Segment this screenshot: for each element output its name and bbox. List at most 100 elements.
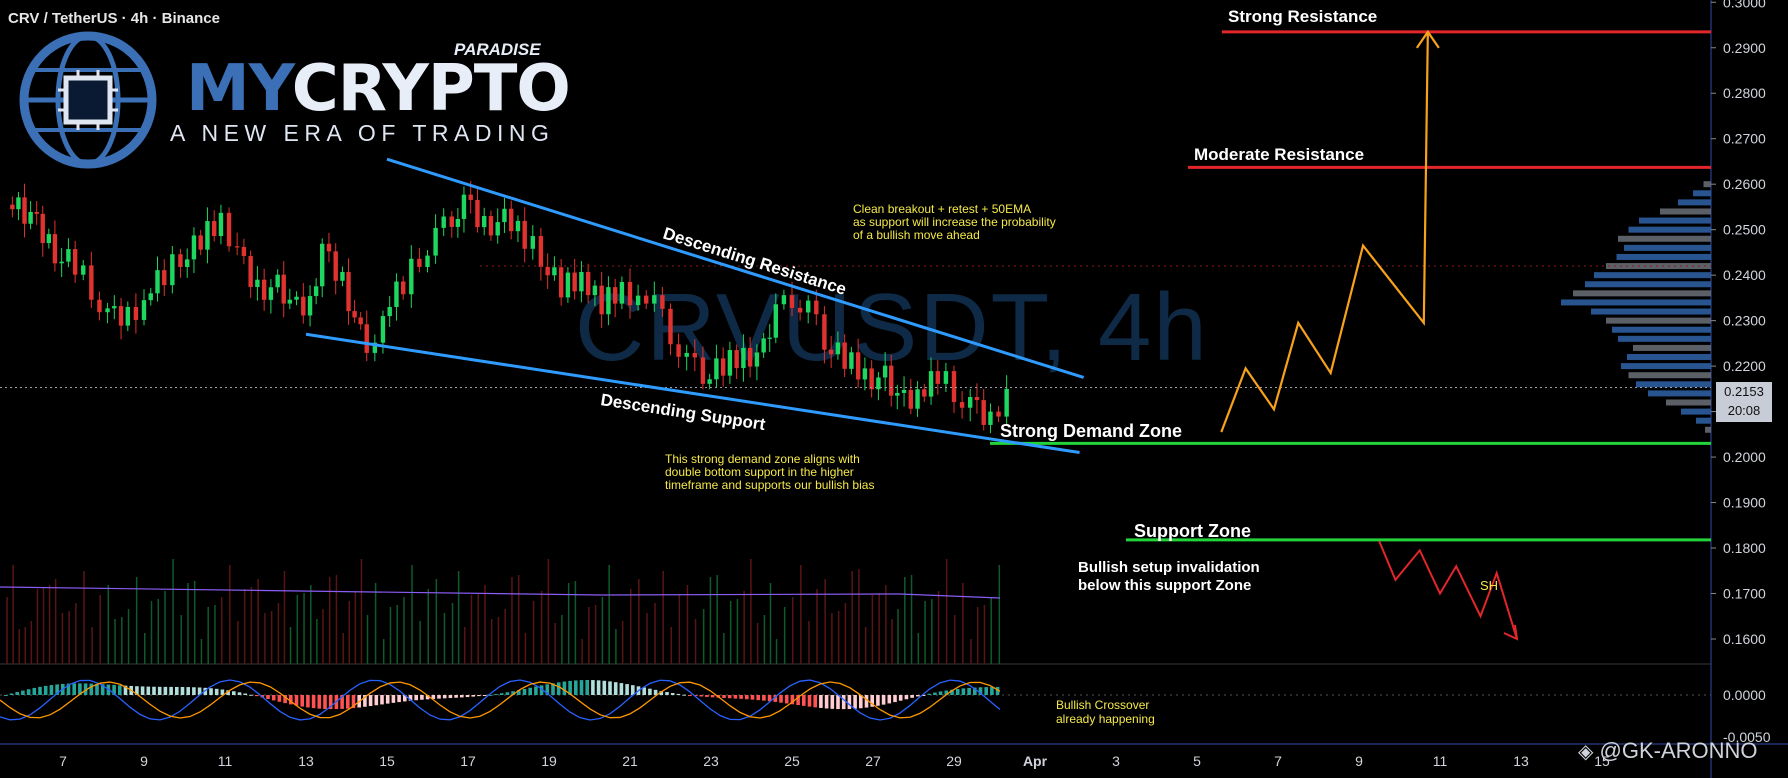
volume-bar	[354, 591, 357, 664]
volume-bar	[736, 599, 739, 664]
candle-body	[789, 295, 795, 308]
volume-bar	[678, 595, 681, 664]
candle-body	[333, 251, 338, 281]
macd-histogram-bar	[722, 695, 726, 698]
candle-body	[901, 389, 907, 393]
macd-histogram-bar	[66, 683, 71, 695]
candle-body	[606, 287, 611, 315]
macd-histogram-bar	[517, 690, 521, 695]
candle-body	[468, 194, 473, 200]
volume-bar	[164, 591, 166, 664]
volume-bar	[588, 607, 590, 664]
volume-bar	[220, 597, 223, 664]
macd-histogram-bar	[4, 695, 8, 696]
volume-bar	[743, 591, 745, 664]
macd-histogram-bar	[437, 695, 441, 699]
volume-bar	[277, 603, 280, 664]
macd-histogram-bar	[249, 694, 253, 696]
volume-profile-bar	[1627, 354, 1711, 361]
candle-body	[530, 236, 535, 249]
volume-bar	[763, 615, 766, 664]
macd-histogram-bar	[283, 695, 287, 704]
macd-histogram-bar	[750, 695, 755, 700]
candle-body	[585, 271, 591, 296]
macd-histogram-bar	[271, 695, 276, 701]
candle-body	[552, 267, 557, 276]
volume-bar	[396, 605, 398, 664]
candle-body	[178, 254, 183, 267]
volume-bar	[851, 571, 853, 664]
author-credit-text: @GK-ARONNO	[1599, 738, 1758, 763]
bullish-projection-arrowhead	[1415, 29, 1440, 49]
volume-bar	[630, 589, 632, 664]
volume-profile-bar	[1618, 335, 1711, 342]
macd-histogram-bar	[380, 695, 384, 705]
candle-body	[835, 342, 841, 355]
volume-bar	[335, 575, 338, 664]
candle-body	[895, 392, 900, 396]
candle-body	[988, 411, 993, 425]
candle-body	[644, 295, 649, 304]
candle-body	[545, 266, 550, 276]
volume-bar	[250, 587, 253, 664]
macd-histogram-bar	[613, 682, 618, 695]
symbol-header[interactable]: CRV / TetherUS · 4h · Binance	[8, 10, 220, 27]
macd-histogram-bar	[72, 683, 76, 695]
volume-profile-bar	[1624, 244, 1711, 251]
macd-histogram-bar	[431, 695, 436, 699]
macd-histogram-bar	[465, 695, 470, 698]
macd-histogram-bar	[802, 695, 806, 706]
volume-profile-bar	[1606, 263, 1711, 270]
volume-bar	[463, 627, 466, 664]
candle-body	[326, 243, 332, 252]
candle-body	[714, 358, 719, 380]
candle-body	[876, 377, 881, 390]
candle-body	[488, 216, 494, 236]
date-tick-label: 11	[1433, 753, 1448, 769]
macd-histogram-bar	[232, 691, 236, 695]
candle-body	[352, 311, 357, 318]
candle-body	[10, 204, 15, 210]
volume-bar	[783, 607, 786, 664]
candle-body	[46, 234, 52, 244]
date-tick-label: 17	[460, 753, 476, 769]
price-tick-label: 0.1600	[1723, 631, 1766, 647]
macd-histogram-bar	[391, 695, 396, 703]
volume-bar	[12, 565, 14, 664]
macd-histogram-bar	[961, 688, 966, 695]
macd-histogram-bar	[705, 695, 709, 697]
candle-body	[814, 300, 819, 315]
macd-histogram-bar	[385, 695, 390, 704]
macd-histogram-bar	[340, 695, 344, 709]
volume-profile-bar	[1628, 226, 1711, 233]
volume-bar	[615, 629, 617, 664]
macd-histogram-bar	[180, 687, 185, 695]
macd-histogram-bar	[505, 692, 510, 695]
date-tick-label: 29	[946, 753, 962, 769]
macd-histogram-bar	[323, 695, 327, 709]
macd-histogram-bar	[745, 695, 749, 700]
volume-profile-bar	[1594, 272, 1711, 279]
candle-body	[40, 213, 45, 244]
candle-body	[241, 246, 247, 257]
volume-bar	[30, 621, 33, 664]
macd-histogram-bar	[499, 693, 504, 695]
candle-body	[364, 324, 369, 353]
volume-bar	[435, 579, 438, 664]
macd-histogram-bar	[368, 695, 373, 707]
candle-body	[761, 338, 766, 353]
macd-histogram-bar	[910, 695, 914, 698]
candle-body	[275, 274, 280, 288]
volume-bar	[945, 559, 948, 664]
volume-bar	[18, 629, 20, 664]
volume-bar	[180, 615, 182, 664]
crossover-note-1: Bullish Crossover	[1056, 698, 1150, 712]
candle-body	[981, 400, 986, 425]
macd-histogram-bar	[653, 689, 658, 695]
volume-bar	[127, 609, 130, 664]
candle-body	[822, 314, 827, 350]
macd-histogram-bar	[118, 685, 122, 695]
volume-bar	[885, 585, 887, 664]
candle-body	[882, 365, 888, 378]
